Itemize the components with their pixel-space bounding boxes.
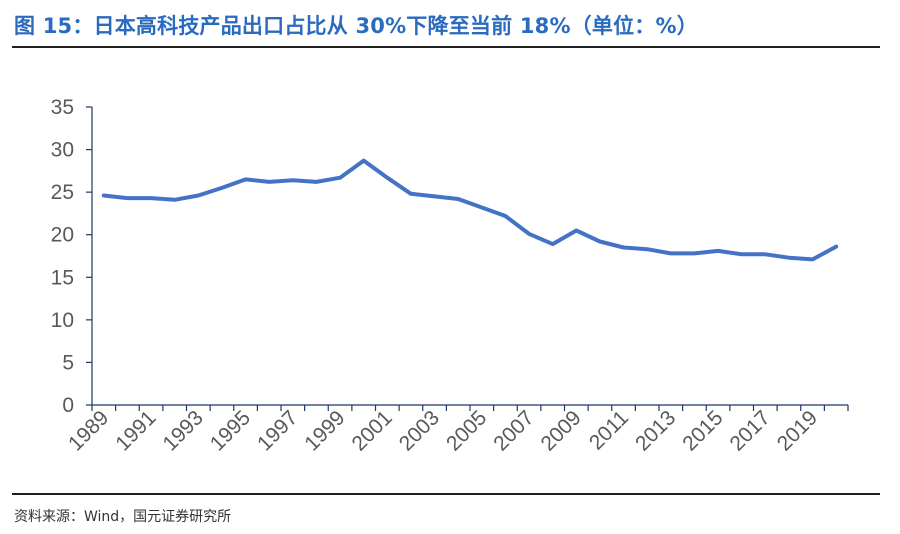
x-tick-label: 2019 [773, 406, 822, 455]
y-tick-label: 15 [51, 266, 74, 289]
y-tick-label: 0 [62, 394, 74, 417]
y-tick-label: 20 [51, 224, 74, 247]
y-tick-label: 25 [51, 181, 74, 204]
x-tick-label: 2005 [442, 406, 491, 455]
data-point [740, 252, 744, 256]
data-point [173, 198, 177, 202]
x-tick-label: 2007 [489, 406, 538, 455]
x-tick-label: 2015 [678, 406, 727, 455]
series-line [101, 158, 839, 262]
data-point [503, 214, 508, 218]
x-tick-label: 2009 [537, 406, 586, 455]
x-axis: 1989199119931995199719992001200320052007… [64, 404, 849, 456]
data-point [527, 232, 531, 236]
y-axis: 0 5 10 15 20 25 30 35 [51, 96, 93, 417]
data-point [621, 245, 626, 250]
x-tick-label: 2017 [726, 406, 775, 455]
y-tick-label: 35 [51, 96, 74, 119]
x-tick-label: 1993 [159, 406, 208, 455]
data-point [810, 257, 815, 262]
x-tick-label: 2013 [631, 406, 680, 455]
data-point [196, 193, 200, 198]
source-note: 资料来源：Wind，国元证券研究所 [14, 509, 232, 525]
data-point [692, 251, 697, 256]
data-point [669, 251, 673, 256]
data-point [102, 193, 106, 198]
data-point [763, 252, 767, 256]
data-point [787, 256, 791, 260]
data-point [385, 176, 389, 180]
title-divider [12, 46, 880, 48]
data-point [834, 245, 838, 249]
plot-area [101, 158, 839, 262]
data-point [480, 205, 484, 210]
x-tick-label: 1999 [300, 406, 349, 455]
x-tick-label: 2011 [585, 406, 633, 454]
data-point [574, 228, 578, 233]
data-point [220, 186, 224, 190]
data-point [291, 178, 295, 182]
data-point [409, 192, 413, 196]
y-tick-label: 5 [62, 351, 74, 374]
data-point [551, 242, 555, 246]
x-tick-label: 1997 [253, 406, 302, 455]
data-point [314, 180, 319, 184]
data-point [125, 196, 130, 200]
data-point [645, 247, 649, 251]
data-point [456, 197, 460, 201]
data-point [149, 196, 153, 200]
source-divider [12, 493, 880, 495]
data-point [432, 194, 437, 198]
x-tick-label: 2003 [395, 406, 444, 455]
data-point [598, 239, 602, 244]
y-tick-label: 10 [51, 309, 74, 332]
data-point [267, 180, 271, 184]
data-point [243, 177, 248, 181]
x-tick-label: 1991 [111, 406, 160, 455]
data-point [716, 249, 720, 253]
y-tick-label: 30 [51, 139, 74, 162]
x-tick-label: 1995 [206, 406, 255, 455]
data-point [362, 159, 366, 163]
chart-title: 图 15：日本高科技产品出口占比从 30%下降至当前 18%（单位：%） [14, 14, 698, 38]
x-tick-label: 2001 [348, 406, 397, 455]
data-point [338, 176, 342, 180]
